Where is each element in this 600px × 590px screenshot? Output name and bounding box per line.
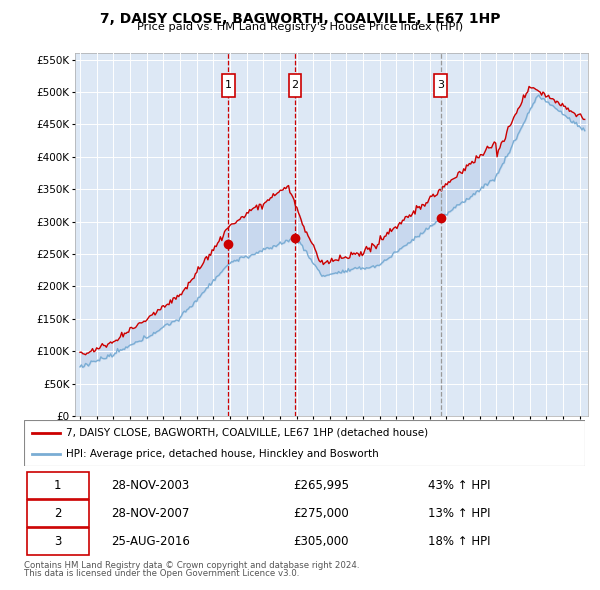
Text: 7, DAISY CLOSE, BAGWORTH, COALVILLE, LE67 1HP: 7, DAISY CLOSE, BAGWORTH, COALVILLE, LE6… (100, 12, 500, 26)
Text: 3: 3 (437, 80, 444, 90)
Text: HPI: Average price, detached house, Hinckley and Bosworth: HPI: Average price, detached house, Hinc… (66, 448, 379, 458)
Bar (27, 473, 89, 500)
Bar (289, 74, 301, 97)
Text: 1: 1 (54, 480, 61, 493)
Text: 28-NOV-2003: 28-NOV-2003 (111, 480, 189, 493)
Text: 3: 3 (54, 535, 61, 548)
Text: Contains HM Land Registry data © Crown copyright and database right 2024.: Contains HM Land Registry data © Crown c… (24, 560, 359, 569)
Bar (27, 528, 89, 555)
Text: 28-NOV-2007: 28-NOV-2007 (111, 507, 190, 520)
Text: 13% ↑ HPI: 13% ↑ HPI (428, 507, 490, 520)
Text: £275,000: £275,000 (293, 507, 349, 520)
Text: £265,995: £265,995 (293, 480, 349, 493)
Text: Price paid vs. HM Land Registry's House Price Index (HPI): Price paid vs. HM Land Registry's House … (137, 22, 463, 32)
Text: This data is licensed under the Open Government Licence v3.0.: This data is licensed under the Open Gov… (24, 569, 299, 578)
Text: 1: 1 (225, 80, 232, 90)
Text: £305,000: £305,000 (293, 535, 349, 548)
Text: 25-AUG-2016: 25-AUG-2016 (111, 535, 190, 548)
Text: 43% ↑ HPI: 43% ↑ HPI (428, 480, 490, 493)
Text: 2: 2 (54, 507, 61, 520)
Text: 2: 2 (291, 80, 298, 90)
Bar (222, 74, 235, 97)
Text: 18% ↑ HPI: 18% ↑ HPI (428, 535, 490, 548)
Bar (434, 74, 447, 97)
Text: 7, DAISY CLOSE, BAGWORTH, COALVILLE, LE67 1HP (detached house): 7, DAISY CLOSE, BAGWORTH, COALVILLE, LE6… (66, 428, 428, 438)
Bar (27, 500, 89, 527)
